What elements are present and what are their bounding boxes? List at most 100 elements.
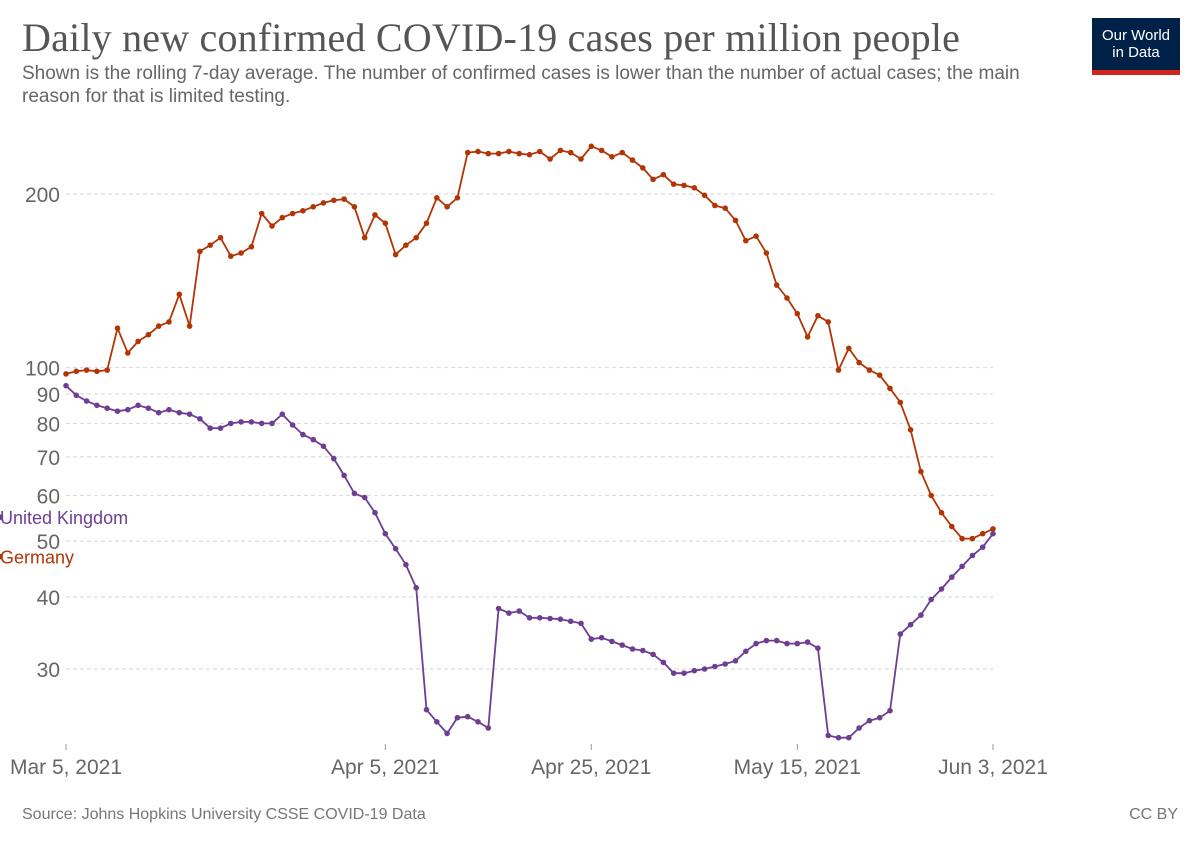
y-tick-label-50: 50 [37, 531, 60, 554]
data-point-germany-58 [660, 171, 667, 178]
data-point-germany-38 [454, 195, 461, 201]
data-point-germany-15 [217, 234, 224, 241]
data-point-united-kingdom-59 [670, 670, 677, 676]
data-point-germany-32 [392, 251, 399, 258]
data-point-united-kingdom-15 [217, 425, 224, 432]
data-point-united-kingdom-86 [949, 574, 955, 580]
data-point-united-kingdom-57 [650, 651, 656, 658]
data-point-united-kingdom-61 [691, 667, 698, 674]
data-point-united-kingdom-36 [434, 719, 440, 725]
data-point-germany-90 [990, 526, 996, 532]
chart-subtitle: Shown is the rolling 7-day average. The … [22, 63, 1020, 107]
data-point-germany-81 [897, 399, 904, 406]
data-point-united-kingdom-17 [238, 419, 244, 425]
data-point-germany-23 [300, 208, 306, 214]
data-point-united-kingdom-54 [619, 642, 625, 648]
data-point-united-kingdom-69 [773, 637, 780, 644]
data-point-germany-45 [526, 151, 533, 158]
data-point-united-kingdom-34 [413, 585, 420, 591]
data-point-united-kingdom-45 [526, 615, 533, 621]
y-tick-label-80: 80 [37, 413, 60, 436]
data-point-united-kingdom-60 [681, 670, 687, 676]
data-point-united-kingdom-30 [372, 509, 378, 516]
data-point-germany-16 [228, 253, 234, 259]
data-point-germany-68 [763, 250, 770, 256]
data-point-united-kingdom-90 [990, 530, 996, 537]
y-tick-label-30: 30 [37, 659, 60, 682]
data-point-germany-51 [588, 143, 595, 150]
data-point-united-kingdom-47 [547, 615, 553, 622]
data-point-united-kingdom-53 [609, 638, 615, 645]
source-note[interactable]: Source: Johns Hopkins University CSSE CO… [22, 806, 426, 823]
data-point-germany-71 [794, 310, 801, 317]
data-point-united-kingdom-87 [959, 563, 965, 570]
data-point-united-kingdom-70 [784, 640, 790, 647]
data-point-germany-19 [258, 210, 265, 217]
data-point-united-kingdom-8 [145, 405, 152, 412]
data-point-germany-54 [619, 149, 625, 156]
data-point-germany-21 [279, 214, 286, 221]
data-point-germany-61 [691, 185, 698, 191]
y-tick-label-200: 200 [25, 184, 60, 207]
series-label-united-kingdom: United Kingdom [0, 508, 128, 528]
series-line-united-kingdom [65, 385, 994, 739]
data-point-germany-9 [155, 323, 162, 329]
data-point-germany-10 [166, 319, 172, 325]
data-point-germany-57 [650, 176, 656, 183]
data-point-united-kingdom-10 [166, 406, 172, 413]
data-point-germany-82 [907, 427, 914, 433]
y-tick-label-70: 70 [37, 447, 60, 470]
data-point-united-kingdom-12 [186, 411, 193, 418]
data-point-germany-3 [94, 368, 100, 375]
data-point-united-kingdom-55 [629, 646, 636, 652]
data-point-united-kingdom-37 [444, 730, 450, 737]
owid-logo[interactable]: Our World in Data [1092, 18, 1180, 75]
data-point-germany-0 [63, 371, 69, 377]
data-point-united-kingdom-21 [279, 411, 286, 418]
data-point-united-kingdom-75 [835, 734, 842, 741]
data-point-germany-39 [464, 149, 471, 156]
data-point-united-kingdom-66 [743, 648, 749, 655]
data-point-united-kingdom-48 [557, 616, 564, 622]
data-point-germany-49 [567, 149, 574, 156]
data-point-united-kingdom-18 [248, 419, 255, 425]
data-point-germany-43 [506, 148, 512, 155]
data-point-united-kingdom-82 [907, 621, 914, 628]
data-point-germany-20 [269, 223, 275, 229]
data-point-germany-22 [289, 210, 296, 217]
logo-line-2: in Data [1112, 44, 1160, 61]
data-point-united-kingdom-88 [969, 552, 976, 559]
data-point-united-kingdom-89 [979, 544, 986, 550]
data-point-germany-77 [856, 359, 862, 366]
data-point-germany-6 [125, 350, 131, 356]
data-point-united-kingdom-49 [567, 618, 574, 625]
data-point-germany-91 [0, 553, 3, 560]
series-line-germany [65, 145, 994, 540]
y-tick-label-100: 100 [25, 358, 60, 381]
data-point-united-kingdom-74 [825, 732, 831, 739]
data-point-germany-35 [423, 220, 430, 226]
data-point-united-kingdom-27 [341, 472, 347, 479]
data-point-united-kingdom-50 [578, 620, 584, 627]
data-point-germany-80 [887, 385, 893, 392]
data-point-united-kingdom-91 [0, 514, 3, 520]
logo-line-1: Our World [1101, 27, 1171, 44]
data-point-germany-76 [846, 345, 852, 352]
data-point-germany-75 [835, 367, 842, 373]
data-point-germany-31 [382, 220, 389, 226]
data-point-germany-11 [176, 291, 183, 298]
data-point-united-kingdom-73 [815, 645, 821, 651]
license-note[interactable]: CC BY [1129, 806, 1178, 823]
data-point-united-kingdom-68 [763, 637, 770, 644]
data-point-germany-72 [804, 334, 811, 340]
data-point-united-kingdom-28 [351, 490, 358, 497]
data-point-germany-33 [403, 242, 409, 248]
data-point-united-kingdom-0 [63, 382, 69, 389]
data-point-germany-62 [701, 192, 708, 199]
data-point-germany-30 [372, 212, 378, 218]
data-point-germany-36 [434, 195, 440, 201]
data-point-united-kingdom-63 [712, 663, 718, 670]
data-point-united-kingdom-1 [73, 392, 80, 399]
data-point-germany-60 [681, 182, 687, 189]
data-point-united-kingdom-2 [83, 398, 90, 404]
